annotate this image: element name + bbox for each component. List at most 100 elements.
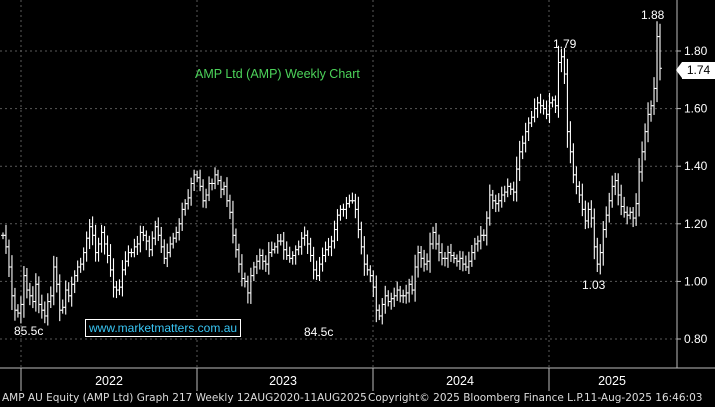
price-bar (517, 140, 522, 182)
price-bar (505, 178, 510, 198)
price-bar (586, 202, 591, 229)
footer-security-info: AMP AU Equity (AMP Ltd) Graph 217 Weekly… (2, 392, 367, 404)
price-bar (350, 192, 355, 204)
price-bar (216, 169, 221, 185)
price-bar (553, 95, 558, 113)
price-bar (296, 240, 301, 256)
price-bar (9, 255, 14, 311)
price-bar (472, 237, 477, 260)
price-bar (227, 194, 232, 220)
y-tick-label: 1.00 (684, 274, 708, 288)
price-bar (90, 216, 95, 246)
price-bar (219, 175, 224, 199)
x-tick-label: 2025 (598, 374, 626, 388)
price-bar (428, 232, 433, 273)
price-bar (266, 242, 271, 275)
price-bar (523, 122, 528, 153)
price-bar (451, 251, 456, 264)
price-bar (186, 189, 191, 210)
price-bar (96, 237, 101, 262)
price-bar (15, 304, 20, 318)
price-bar (210, 178, 215, 191)
price-bar (162, 239, 167, 265)
price-bar (260, 249, 265, 270)
price-bar (652, 77, 657, 115)
y-tick-label: 1.40 (684, 159, 708, 173)
price-bar (484, 211, 489, 246)
price-bar (54, 256, 59, 293)
price-bar (138, 225, 143, 253)
price-bar (577, 181, 582, 203)
price-bar (389, 292, 394, 310)
price-bar (254, 255, 259, 275)
y-tick-label: 0.80 (684, 332, 708, 346)
price-bar (201, 179, 206, 208)
price-bar (460, 251, 465, 272)
price-bar (281, 231, 286, 260)
price-bar (395, 281, 400, 301)
price-bar (595, 237, 600, 273)
price-bar (245, 275, 250, 304)
price-bar (610, 175, 615, 208)
price-bar (305, 230, 310, 255)
price-bar (655, 21, 660, 103)
price-bar (404, 284, 409, 304)
price-bar (180, 202, 185, 231)
price-bar (263, 255, 268, 272)
price-bar (478, 226, 483, 250)
price-bar (466, 251, 471, 275)
price-bar (236, 243, 241, 273)
price-bar (371, 270, 376, 298)
price-bar (126, 245, 131, 267)
price-bar (93, 224, 98, 262)
price-bar (422, 249, 427, 272)
price-bar (616, 173, 621, 206)
price-bar (153, 220, 158, 246)
price-bar (230, 200, 235, 244)
price-annotation: 84.5c (304, 325, 333, 339)
price-bar (448, 243, 453, 262)
price-bar (410, 275, 415, 295)
price-bar (150, 231, 155, 257)
price-bar (368, 265, 373, 283)
watermark-link[interactable]: www.marketmatters.com.au (85, 319, 242, 337)
price-bar (386, 290, 391, 307)
price-annotation: 1.03 (582, 278, 606, 292)
price-bar (147, 235, 152, 258)
price-bar (425, 253, 430, 271)
price-bar (338, 205, 343, 221)
price-bar (317, 256, 322, 282)
price-bar (520, 135, 525, 160)
price-bar (189, 177, 194, 206)
price-bar (198, 169, 203, 192)
price-bar (607, 192, 612, 223)
price-bar (475, 235, 480, 252)
price-bar (574, 166, 579, 195)
price-bar (547, 92, 552, 124)
price-bar (392, 287, 397, 307)
price-annotation: 1.88 (641, 8, 665, 22)
price-bar (377, 304, 382, 321)
price-bar (622, 196, 627, 218)
price-bar (332, 220, 337, 249)
price-bar (141, 226, 146, 242)
price-bar (559, 48, 564, 73)
price-bar (66, 282, 71, 303)
price-annotation: 1.79 (553, 37, 577, 51)
price-bar (132, 238, 137, 258)
price-bar (165, 243, 170, 268)
price-bar (33, 273, 38, 312)
price-bar (39, 294, 44, 319)
price-bar (207, 176, 212, 202)
price-bar (469, 244, 474, 267)
price-bar (287, 246, 292, 263)
footer-bar: AMP AU Equity (AMP Ltd) Graph 217 Weekly… (0, 391, 715, 407)
price-bar (204, 188, 209, 209)
price-bar (619, 184, 624, 216)
price-bar (383, 285, 388, 314)
price-bar (431, 226, 436, 250)
price-bar (257, 248, 262, 270)
price-bar (42, 301, 47, 324)
last-price-tag: 1.74 (676, 62, 715, 79)
price-bar (99, 224, 104, 253)
